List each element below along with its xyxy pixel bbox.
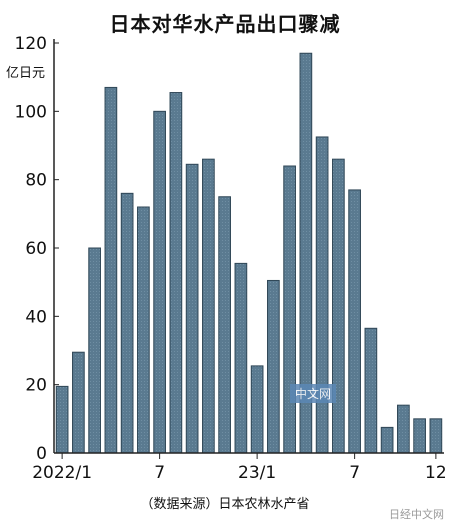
bar-2022-4 <box>104 86 118 454</box>
y-tick-label-60: 60 <box>25 239 47 259</box>
bar-2022-2 <box>72 351 85 454</box>
x-tick-label-18: 7 <box>349 463 360 483</box>
x-tick-label-0: 2022/1 <box>32 463 92 483</box>
bar-2023-2 <box>267 279 280 454</box>
bar-2023-3 <box>283 165 296 454</box>
chart-title: 日本对华水产品出口骤减 <box>109 12 341 36</box>
source-note: （数据来源）日本农林水产省 <box>140 497 310 512</box>
bar-2023-1 <box>250 365 264 454</box>
x-tick-label-12: 23/1 <box>238 463 276 483</box>
watermark-badge: 中文网 <box>290 384 337 403</box>
bar-2022-5 <box>120 192 134 454</box>
bar-2023-10 <box>397 404 410 454</box>
bar-2022-3 <box>88 247 101 454</box>
bar-2022-7 <box>153 110 166 454</box>
y-tick-label-120: 120 <box>15 34 47 54</box>
bar-2022-11 <box>218 196 231 454</box>
bar-2023-5 <box>315 136 329 454</box>
bar-2022-1 <box>55 385 69 454</box>
y-tick-label-0: 0 <box>36 444 47 464</box>
bar-2023-8 <box>364 327 378 454</box>
y-tick-label-20: 20 <box>25 376 47 396</box>
y-tick-label-80: 80 <box>25 171 47 191</box>
watermark-corner: 日经中文网 <box>389 508 444 521</box>
x-tick-label-6: 7 <box>154 463 165 483</box>
bar-2022-9 <box>185 163 199 454</box>
bar-2023-7 <box>348 189 361 454</box>
bar-2022-6 <box>137 206 150 454</box>
y-axis-unit: 亿日元 <box>6 66 46 81</box>
bar-2023-11 <box>413 418 426 454</box>
bar-2022-8 <box>169 92 183 454</box>
x-tick-label-23: 12 <box>425 463 447 483</box>
bar-2023-6 <box>332 158 345 454</box>
bar-2022-10 <box>202 158 215 454</box>
bar-2022-12 <box>234 262 248 454</box>
bar-2023-9 <box>380 426 394 454</box>
y-tick-label-100: 100 <box>15 102 47 122</box>
bar-2023-12 <box>429 418 443 454</box>
y-tick-label-40: 40 <box>25 307 47 327</box>
